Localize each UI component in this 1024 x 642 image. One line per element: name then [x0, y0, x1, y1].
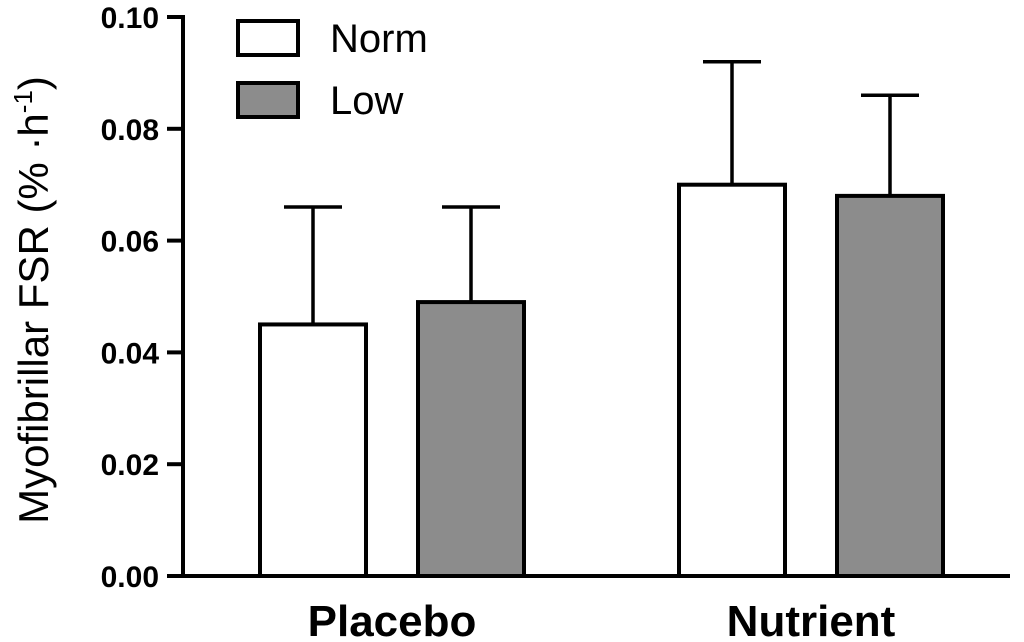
legend-label-low: Low — [330, 79, 403, 123]
y-axis-label-main: Myofibrillar FSR (% ·h — [10, 113, 57, 524]
y-tick-label-2: 0.04 — [101, 337, 160, 370]
bar-low-placebo — [416, 300, 526, 578]
y-axis-label: Myofibrillar FSR (% ·h-1) — [8, 76, 57, 524]
y-tick-label-4: 0.08 — [101, 114, 159, 147]
x-category-label-placebo: Placebo — [308, 597, 477, 642]
legend: Norm Low — [236, 17, 428, 123]
y-tick-label-1: 0.02 — [101, 449, 159, 482]
bar-low-nutrient — [835, 193, 945, 578]
y-axis-label-close: ) — [10, 76, 57, 90]
bar-norm-placebo — [258, 322, 368, 579]
y-tick-label-0: 0.00 — [101, 561, 159, 594]
bar-norm-nutrient — [677, 182, 787, 578]
y-tick-label-3: 0.06 — [101, 226, 159, 259]
x-category-label-nutrient: Nutrient — [727, 597, 896, 642]
legend-label-norm: Norm — [330, 17, 428, 61]
bars — [258, 59, 945, 579]
y-tick-label-5: 0.10 — [101, 2, 159, 35]
y-axis-label-superscript: -1 — [8, 90, 38, 113]
legend-swatch-low — [236, 81, 300, 119]
svg-text:Myofibrillar FSR (% ·h-1): Myofibrillar FSR (% ·h-1) — [8, 76, 57, 524]
y-axis: 0.00 0.02 0.04 0.06 0.08 0.10 — [101, 2, 185, 594]
x-axis: Placebo Nutrient — [181, 574, 1010, 642]
legend-swatch-norm — [236, 19, 300, 57]
